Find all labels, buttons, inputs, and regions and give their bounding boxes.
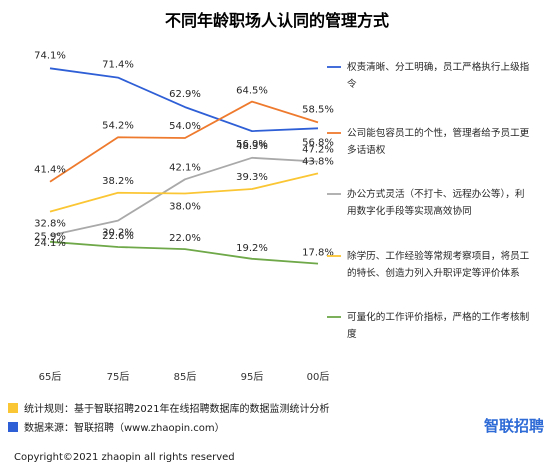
copyright: Copyright©2021 zhaopin all rights reserv…: [14, 452, 235, 463]
x-tick-label: 95后: [241, 371, 264, 383]
legend: 权责清晰、分工明确，员工严格执行上级指令公司能包容员工的个性，管理者给予员工更多…: [327, 61, 530, 340]
data-label: 38.2%: [102, 176, 134, 187]
data-label: 30.2%: [102, 228, 134, 239]
x-tick-label: 75后: [107, 371, 130, 383]
data-label: 74.1%: [34, 50, 66, 61]
series-line-3: [49, 156, 319, 237]
data-label: 54.2%: [102, 120, 134, 131]
chart-title: 不同年龄职场人认同的管理方式: [165, 11, 389, 30]
x-axis-ticks: 65后 75后 85后 95后 00后: [39, 371, 330, 383]
legend-item-5: 可量化的工作评价指标，严格的工作考核制度: [327, 311, 529, 340]
series-lines: [49, 67, 319, 265]
data-label: 41.4%: [34, 165, 66, 176]
data-label: 64.5%: [236, 86, 268, 97]
series-line-4: [49, 172, 319, 213]
x-tick-label: 00后: [307, 371, 330, 383]
data-label: 48.3%: [236, 141, 268, 152]
data-label: 39.3%: [236, 172, 268, 183]
legend-label: 除学历、工作经验等常规考察项目，将员工的特长、创造力列入升职评定等评价体系: [347, 250, 530, 279]
data-label: 22.6%: [102, 231, 134, 242]
footnote-swatch: [8, 422, 18, 432]
series-line-1: [49, 67, 319, 133]
data-label: 22.0%: [169, 233, 201, 244]
x-tick-label: 65后: [39, 371, 62, 383]
data-label: 19.2%: [236, 243, 268, 254]
data-label: 38.0%: [169, 202, 201, 213]
data-label: 25.9%: [34, 232, 66, 243]
data-label: 54.0%: [169, 121, 201, 132]
data-label: 56.8%: [302, 137, 334, 148]
footnote-text: 数据来源：智联招聘（www.zhaopin.com）: [24, 421, 225, 434]
legend-label: 权责清晰、分工明确，员工严格执行上级指令: [347, 61, 530, 90]
data-label: 56.0%: [236, 139, 268, 150]
data-labels: 74.1% 71.4% 62.9% 56.0% 56.8% 41.4% 54.2% 54.0%…: [34, 50, 334, 258]
legend-label: 可量化的工作评价指标，严格的工作考核制度: [347, 311, 529, 340]
brand-logo: 智联招聘: [484, 417, 544, 435]
legend-item-4: 除学历、工作经验等常规考察项目，将员工的特长、创造力列入升职评定等评价体系: [327, 250, 530, 279]
data-label: 32.8%: [34, 219, 66, 230]
legend-item-1: 权责清晰、分工明确，员工严格执行上级指令: [327, 61, 530, 90]
series-line-2: [49, 100, 319, 183]
data-label: 71.4%: [102, 60, 134, 71]
footnote-text: 统计规则：基于智联招聘2021年在线招聘数据库的数据监测统计分析: [24, 402, 329, 415]
footer: 统计规则：基于智联招聘2021年在线招聘数据库的数据监测统计分析数据来源：智联招…: [8, 402, 544, 463]
data-label: 58.5%: [302, 104, 334, 115]
legend-item-3: 办公方式灵活（不打卡、远程办公等），利用数字化手段等实现高效协同: [327, 188, 524, 217]
data-label: 24.1%: [34, 238, 66, 249]
legend-item-2: 公司能包容员工的个性，管理者给予员工更多话语权: [327, 127, 530, 156]
data-label: 43.8%: [302, 156, 334, 167]
data-label: 47.2%: [302, 145, 334, 156]
data-label: 17.8%: [302, 248, 334, 259]
data-label: 42.1%: [169, 162, 201, 173]
series-line-5: [49, 240, 319, 265]
footnote-swatch: [8, 403, 18, 413]
x-tick-label: 85后: [174, 371, 197, 383]
legend-label: 办公方式灵活（不打卡、远程办公等），利用数字化手段等实现高效协同: [347, 188, 524, 217]
data-label: 62.9%: [169, 89, 201, 100]
legend-label: 公司能包容员工的个性，管理者给予员工更多话语权: [347, 127, 530, 156]
